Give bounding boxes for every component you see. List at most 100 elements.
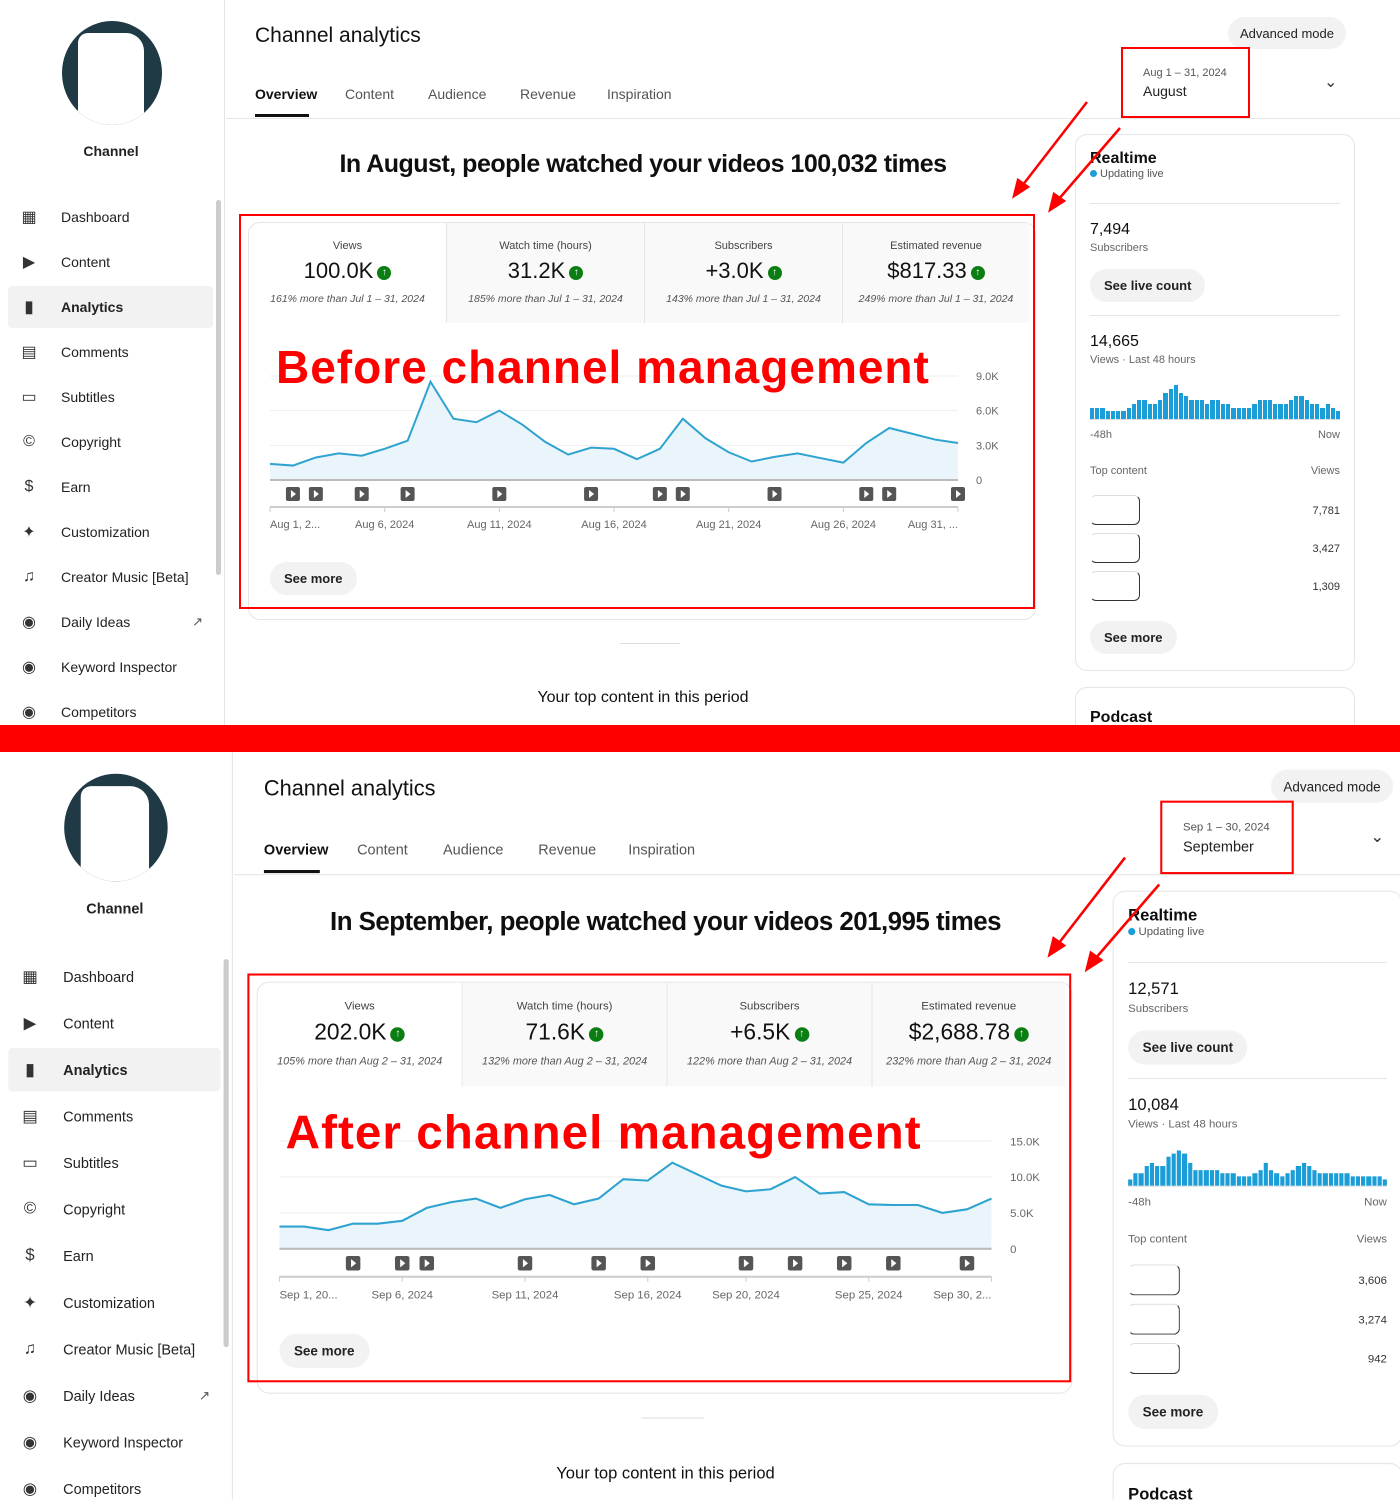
tab-audience[interactable]: Audience xyxy=(442,841,504,858)
tab-revenue[interactable]: Revenue xyxy=(520,86,577,102)
realtime-bar xyxy=(1306,1166,1312,1186)
sidebar-item-subtitles[interactable]: ▭ Subtitles xyxy=(8,376,213,418)
sidebar-item-dashboard[interactable]: ▦ Dashboard xyxy=(8,955,220,998)
realtime-bar xyxy=(1178,392,1184,419)
sidebar-item-copyright[interactable]: © Copyright xyxy=(8,1188,220,1231)
metric-tile[interactable]: Subscribers +6.5K ↑ 122% more than Aug 2 … xyxy=(667,982,873,1087)
tab-inspiration[interactable]: Inspiration xyxy=(607,86,672,102)
realtime-bar xyxy=(1328,1172,1333,1186)
sidebar-item-label: Creator Music [Beta] xyxy=(63,1340,196,1358)
metric-tile[interactable]: Watch time (hours) 71.6K ↑ 132% more than… xyxy=(462,982,668,1087)
metric-tile[interactable]: Estimated revenue $817.33 ↑ 249% more tha… xyxy=(843,223,1029,323)
sidebar-item-comments[interactable]: ▤ Comments xyxy=(8,1095,220,1138)
realtime-bar xyxy=(1184,396,1189,419)
sidebar-item-copyright[interactable]: © Copyright xyxy=(8,421,213,463)
see-more-button[interactable]: See more xyxy=(1128,1394,1218,1429)
analytics-icon: ▮ xyxy=(25,1061,35,1080)
active-tab-indicator xyxy=(255,114,309,117)
metric-tile[interactable]: Subscribers +3.0K ↑ 143% more than Jul 1 … xyxy=(645,223,843,323)
tab-content[interactable]: Content xyxy=(345,86,395,102)
copyright-icon: © xyxy=(23,433,35,450)
top-content-item[interactable]: 7,781 xyxy=(1090,495,1340,529)
top-content-views: 3,606 xyxy=(1358,1274,1387,1288)
chevron-down-icon[interactable]: ⌄ xyxy=(1370,828,1385,847)
advanced-mode-button[interactable]: Advanced mode xyxy=(1228,17,1346,49)
sidebar-item-competitors[interactable]: ◉ Competitors xyxy=(8,1467,220,1500)
sidebar-item-analytics[interactable]: ▮ Analytics xyxy=(8,1048,221,1092)
sidebar-item-label: Creator Music [Beta] xyxy=(61,569,189,585)
realtime-bar xyxy=(1138,1172,1144,1186)
sidebar-item-dashboard[interactable]: ▦ Dashboard xyxy=(8,196,213,238)
chevron-down-icon[interactable]: ⌄ xyxy=(1324,74,1338,91)
date-range-picker[interactable]: Aug 1 – 31, 2024 August xyxy=(1121,47,1250,118)
sidebar-item-customization[interactable]: ✦ Customization xyxy=(8,511,213,553)
sidebar-item-creator-music-beta[interactable]: ♫ Creator Music [Beta] xyxy=(8,556,213,598)
sidebar-scrollbar[interactable] xyxy=(223,959,229,1348)
metric-comparison: 161% more than Jul 1 – 31, 2024 xyxy=(270,293,425,305)
sidebar-item-daily-ideas[interactable]: ◉ Daily Ideas ↗ xyxy=(8,601,213,643)
subtitles-icon: ▭ xyxy=(21,389,37,406)
video-thumbnail xyxy=(1128,1264,1180,1296)
sidebar-item-content[interactable]: ▶ Content xyxy=(8,241,213,283)
play-icon xyxy=(793,1259,799,1268)
sidebar-item-content[interactable]: ▶ Content xyxy=(8,1001,220,1044)
top-content-item[interactable]: 3,427 xyxy=(1090,533,1340,567)
video-thumbnail xyxy=(1090,495,1140,525)
realtime-bar xyxy=(1100,407,1105,419)
external-link-icon: ↗ xyxy=(198,1387,211,1404)
play-icon xyxy=(956,490,961,498)
sidebar-item-creator-music-beta[interactable]: ♫ Creator Music [Beta] xyxy=(8,1327,220,1370)
y-tick-label: 0 xyxy=(1010,1244,1016,1256)
metric-tile[interactable]: Watch time (hours) 31.2K ↑ 185% more than… xyxy=(447,223,645,323)
tab-inspiration[interactable]: Inspiration xyxy=(628,841,696,858)
realtime-bar xyxy=(1133,1172,1138,1186)
tab-overview[interactable]: Overview xyxy=(263,841,329,858)
realtime-bar xyxy=(1158,400,1163,419)
see-more-button[interactable]: See more xyxy=(279,1333,370,1368)
sidebar-item-comments[interactable]: ▤ Comments xyxy=(8,331,213,373)
realtime-bar xyxy=(1350,1176,1355,1186)
x-tick-label: Sep 25, 2024 xyxy=(835,1289,903,1301)
sidebar-item-analytics[interactable]: ▮ Analytics xyxy=(8,286,213,328)
top-content-item[interactable]: 1,309 xyxy=(1090,571,1340,605)
sidebar-item-earn[interactable]: $ Earn xyxy=(8,1234,220,1277)
top-content-item[interactable]: 3,274 xyxy=(1128,1303,1387,1339)
see-more-button[interactable]: See more xyxy=(1090,621,1177,654)
sidebar-item-keyword-inspector[interactable]: ◉ Keyword Inspector xyxy=(8,646,213,688)
advanced-mode-button[interactable]: Advanced mode xyxy=(1270,769,1394,803)
sidebar-item-subtitles[interactable]: ▭ Subtitles xyxy=(8,1141,220,1184)
sidebar-item-customization[interactable]: ✦ Customization xyxy=(8,1281,220,1324)
date-label: August xyxy=(1143,83,1187,99)
tab-content[interactable]: Content xyxy=(357,841,408,858)
tab-audience[interactable]: Audience xyxy=(428,86,487,102)
top-content-item[interactable]: 3,606 xyxy=(1128,1264,1387,1299)
date-range-picker[interactable]: Sep 1 – 30, 2024 September xyxy=(1160,800,1294,875)
x-tick-label: Aug 6, 2024 xyxy=(355,519,414,531)
sidebar-item-competitors[interactable]: ◉ Competitors xyxy=(8,691,213,725)
channel-avatar[interactable] xyxy=(62,21,162,125)
metric-comparison: 185% more than Jul 1 – 31, 2024 xyxy=(468,293,623,305)
metric-tile[interactable]: Views 202.0K ↑ 105% more than Aug 2 – 31,… xyxy=(257,982,463,1087)
arrow-up-icon: ↑ xyxy=(767,266,782,280)
tab-revenue[interactable]: Revenue xyxy=(538,841,597,858)
arrow-up-icon: ↑ xyxy=(390,1027,406,1042)
dollar-icon: $ xyxy=(24,478,34,495)
top-content-item[interactable]: 942 xyxy=(1128,1342,1387,1378)
channel-avatar[interactable] xyxy=(64,773,168,882)
see-live-count-button[interactable]: See live count xyxy=(1128,1030,1248,1065)
sidebar-scrollbar[interactable] xyxy=(216,200,221,575)
sidebar-item-earn[interactable]: $ Earn xyxy=(8,466,213,508)
realtime-bar xyxy=(1330,407,1336,419)
realtime-bar xyxy=(1231,1172,1236,1186)
tab-overview[interactable]: Overview xyxy=(255,86,318,102)
views-column-label: Views xyxy=(1356,1233,1387,1246)
see-more-button[interactable]: See more xyxy=(270,562,357,595)
metric-value: $817.33 xyxy=(887,258,967,283)
metric-tile[interactable]: Views 100.0K ↑ 161% more than Jul 1 – 31,… xyxy=(249,223,447,323)
sidebar-item-daily-ideas[interactable]: ◉ Daily Ideas ↗ xyxy=(8,1374,220,1417)
sidebar-item-keyword-inspector[interactable]: ◉ Keyword Inspector xyxy=(8,1421,220,1464)
play-icon xyxy=(657,490,663,498)
realtime-bar xyxy=(1187,1163,1193,1186)
metric-tile[interactable]: Estimated revenue $2,688.78 ↑ 232% more t… xyxy=(872,982,1066,1087)
see-live-count-button[interactable]: See live count xyxy=(1090,269,1206,302)
